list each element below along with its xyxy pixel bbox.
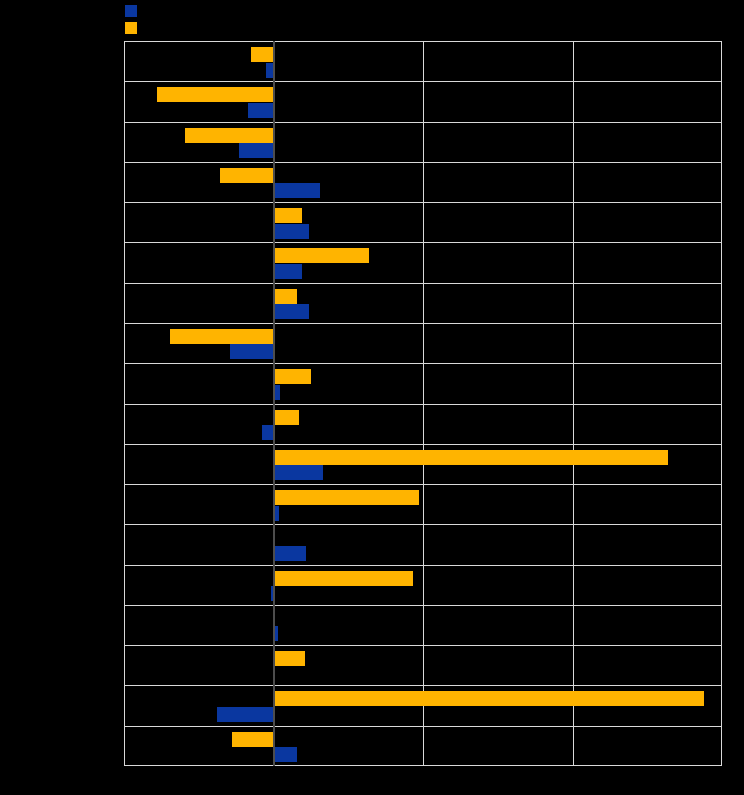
series-blue-bar <box>273 223 310 239</box>
series-blue-bar <box>239 143 274 159</box>
chart-row <box>124 122 722 162</box>
plot-area <box>124 41 722 766</box>
chart-row <box>124 162 722 202</box>
series-orange-bar <box>273 490 419 506</box>
series-blue-bar <box>230 344 274 360</box>
horizontal-gridline <box>124 443 722 445</box>
series-blue-bar <box>248 102 274 118</box>
horizontal-gridline <box>124 363 722 365</box>
chart-row <box>124 283 722 323</box>
series-blue-bar <box>273 505 280 521</box>
chart-row <box>124 726 722 766</box>
horizontal-gridline <box>124 604 722 606</box>
chart-row <box>124 202 722 242</box>
chart-row <box>124 323 722 363</box>
series-orange-bar <box>273 691 705 707</box>
legend <box>125 5 137 39</box>
chart-row <box>124 404 722 444</box>
series-orange-bar <box>273 208 302 224</box>
horizontal-gridline <box>124 322 722 324</box>
series-blue-bar <box>273 384 281 400</box>
chart-row <box>124 605 722 645</box>
series-orange-bar <box>273 369 311 385</box>
chart-row <box>124 645 722 685</box>
series-orange-bar <box>170 328 274 344</box>
series-blue-bar <box>270 586 274 602</box>
series-orange-bar <box>185 127 274 143</box>
series-orange-bar <box>273 248 370 264</box>
series-orange-bar <box>273 570 413 586</box>
horizontal-gridline <box>124 81 722 83</box>
chart-row <box>124 41 722 81</box>
horizontal-gridline <box>124 121 722 123</box>
horizontal-gridline <box>124 645 722 647</box>
series-orange-bar <box>273 651 305 667</box>
series-blue-bar <box>273 263 302 279</box>
horizontal-gridline <box>124 282 722 284</box>
series-orange-bar <box>156 87 274 103</box>
chart-row <box>124 444 722 484</box>
legend-swatch-blue <box>125 5 137 17</box>
series-orange-bar <box>273 288 298 304</box>
legend-swatch-orange <box>125 22 137 34</box>
series-blue-bar <box>273 545 307 561</box>
series-orange-bar <box>251 47 274 62</box>
horizontal-gridline <box>124 564 722 566</box>
series-orange-bar <box>231 731 274 747</box>
chart-row <box>124 565 722 605</box>
series-blue-bar <box>273 465 323 481</box>
series-orange-bar <box>273 449 669 465</box>
chart-row <box>124 524 722 564</box>
horizontal-gridline <box>124 242 722 244</box>
horizontal-gridline <box>124 685 722 687</box>
series-blue-bar <box>216 706 274 722</box>
chart-row <box>124 484 722 524</box>
series-orange-bar <box>273 409 299 425</box>
horizontal-gridline <box>124 161 722 163</box>
series-blue-bar <box>266 62 274 78</box>
horizontal-gridline <box>124 725 722 727</box>
series-blue-bar <box>273 183 320 199</box>
series-blue-bar <box>273 626 278 642</box>
horizontal-gridline <box>124 403 722 405</box>
series-blue-bar <box>273 747 298 763</box>
chart-row <box>124 685 722 725</box>
chart-row <box>124 81 722 121</box>
horizontal-gridline <box>124 202 722 204</box>
horizontal-gridline <box>124 484 722 486</box>
chart-row <box>124 242 722 282</box>
chart-row <box>124 363 722 403</box>
zero-axis-line <box>272 41 275 766</box>
series-orange-bar <box>219 167 274 183</box>
series-blue-bar <box>273 304 310 320</box>
horizontal-gridline <box>124 524 722 526</box>
series-blue-bar <box>262 425 274 440</box>
